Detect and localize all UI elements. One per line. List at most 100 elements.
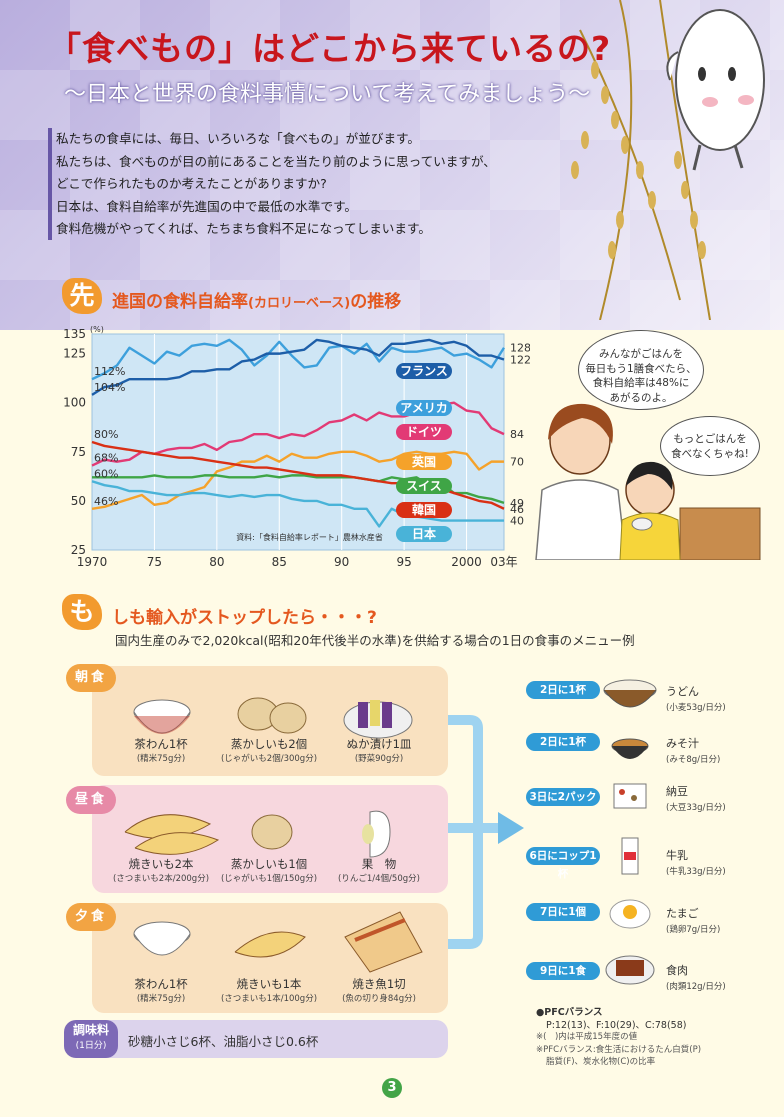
series-start-label: 112% xyxy=(94,365,125,378)
section2-note: 国内生産のみで2,020kcal(昭和20年代後半の水準)を供給する場合の1日の… xyxy=(115,633,635,648)
food-name: 果 物 xyxy=(361,857,397,871)
seasoning-text: 砂糖小さじ6杯、油脂小さじ0.6杯 xyxy=(128,1034,319,1049)
y-tick-label: 50 xyxy=(71,494,86,508)
food-sub-milk: (牛乳33g/日分) xyxy=(666,867,726,877)
food-sub-udon: (小麦53g/日分) xyxy=(666,703,726,713)
food-portion: (精米75g分) xyxy=(136,994,186,1004)
section1-icon: 先 xyxy=(62,278,102,314)
x-tick-label: 2000 xyxy=(451,555,482,569)
food-name: 焼き魚1切 xyxy=(352,977,406,991)
section1-title-end: の推移 xyxy=(350,292,402,312)
series-end-label: 84 xyxy=(510,428,524,441)
series-end-label: 128 xyxy=(510,342,530,355)
potato-icon xyxy=(251,814,293,850)
legend-pill xyxy=(396,454,452,470)
pickles-icon xyxy=(343,700,413,739)
pfc-note: ※PFCバランス:食生活におけるたん白質(P) xyxy=(536,1045,702,1055)
breakfast-food-3: ぬか漬け1皿 (野菜90g分) xyxy=(314,736,444,764)
natto-icon xyxy=(613,783,647,809)
header-background xyxy=(0,0,784,330)
x-tick-label: 1970 xyxy=(77,555,108,569)
potato-icon xyxy=(237,697,307,734)
sweet-potato-icon xyxy=(234,931,306,958)
right-food-icons xyxy=(603,679,657,985)
legend-label: 韓国 xyxy=(412,502,436,517)
food-portion: (じゃがいも1個/150g分) xyxy=(220,874,318,884)
freq-tag-meat: 9日に1食 xyxy=(526,962,600,980)
food-portion: (野菜90g分) xyxy=(354,754,404,764)
x-tick-label: 75 xyxy=(147,555,162,569)
food-portion: (魚の切り身84g分) xyxy=(342,994,416,1004)
food-name: 茶わん1杯 xyxy=(134,977,188,991)
food-name: 焼きいも2本 xyxy=(128,857,194,871)
food-portion: (さつまいも1本/100g分) xyxy=(220,994,318,1004)
page-title: 「食べもの」はどこから来ているの? xyxy=(48,29,612,68)
series-line xyxy=(91,338,505,396)
y-tick-label: 100 xyxy=(63,396,86,410)
meal-tag-dinner: 夕食 xyxy=(66,903,116,931)
meal-tag-breakfast: 朝食 xyxy=(66,664,116,692)
series-start-label: 46% xyxy=(94,495,118,508)
food-name-natto: 納豆 xyxy=(666,785,688,798)
section2-title: しも輸入がストップしたら・・・? xyxy=(112,608,377,628)
series-end-label: 40 xyxy=(510,515,524,528)
series-start-label: 60% xyxy=(94,467,118,480)
food-name: 焼きいも1本 xyxy=(236,977,302,991)
legend-pill xyxy=(396,478,452,494)
apple-icon xyxy=(362,810,391,858)
section1-title-main: 進国の食料自給率 xyxy=(112,292,248,312)
intro-line: 日本は、食料自給率が先進国の中で最低の水準です。 xyxy=(56,198,357,214)
food-portion: (さつまいも2本/200g分) xyxy=(112,874,210,884)
meal-tag-lunch: 昼食 xyxy=(66,786,116,814)
x-tick-label: 95 xyxy=(396,555,411,569)
milk-icon xyxy=(621,837,639,875)
seasoning-tag: 調味料 (1日分) xyxy=(64,1020,118,1058)
legend-pill xyxy=(396,424,452,440)
pfc-values: P:12(13)、F:10(29)、C:78(58) xyxy=(546,1020,687,1031)
series-end-label: 122 xyxy=(510,354,530,367)
rice-bowl-icon xyxy=(133,699,191,734)
chart-source: 資料:「食料自給率レポート」農林水産省 xyxy=(236,532,383,542)
food-illustrations xyxy=(124,697,423,973)
freq-tag-egg: 7日に1個 xyxy=(526,903,600,921)
legend-label: 英国 xyxy=(412,454,436,469)
intro-line: 私たちの食卓には、毎日、いろいろな「食べもの」が並びます。 xyxy=(56,131,420,146)
food-portion: (りんご1/4個/50g分) xyxy=(338,874,420,884)
sweet-potato-icon xyxy=(124,814,220,855)
legend-pill xyxy=(396,400,452,416)
series-start-label: 104% xyxy=(94,381,125,394)
mother-speech-bubble: みんながごはんを 毎日もう1膳食べたら、 食料自給率は48%に あがるのよ。 xyxy=(578,330,704,410)
pfc-note: 脂質(F)、炭水化物(C)の比率 xyxy=(546,1057,656,1067)
section1-title: 進国の食料自給率(カロリーベース)の推移 xyxy=(112,287,401,312)
legend-label: アメリカ xyxy=(400,401,447,415)
page-subtitle: 〜日本と世界の食料事情について考えてみましょう〜 xyxy=(64,82,591,107)
food-sub-meat: (肉類12g/日分) xyxy=(666,982,726,992)
legend-pill xyxy=(396,363,452,379)
dinner-food-1: 茶わん1杯 (精米75g分) xyxy=(96,976,226,1004)
intro-text: 私たちの食卓には、毎日、いろいろな「食べもの」が並びます。 私たちは、食べものが… xyxy=(56,128,526,241)
egg-icon xyxy=(609,899,651,929)
series-line xyxy=(91,450,504,510)
food-name-miso: みそ汁 xyxy=(666,737,699,750)
mother-bubble-line: 食料自給率は48%に xyxy=(592,377,690,389)
x-tick-label: 85 xyxy=(272,555,287,569)
page-number: 3 xyxy=(382,1078,402,1098)
food-name: 蒸かしいも2個 xyxy=(230,737,308,751)
freq-tag-natto: 3日に2パック xyxy=(526,788,600,806)
checker-pattern xyxy=(0,0,784,330)
mother-bubble-line: みんながごはんを xyxy=(599,348,683,360)
food-portion: (精米75g分) xyxy=(136,754,186,764)
pfc-title: ●PFCバランス xyxy=(536,1007,603,1018)
food-sub-miso: (みそ8g/日分) xyxy=(666,755,721,765)
seasoning-tag-label: 調味料 xyxy=(72,1023,109,1037)
series-line xyxy=(91,480,504,528)
intro-line: 食料危機がやってくれば、たちまち食料不足になってしまいます。 xyxy=(56,221,431,236)
self-sufficiency-chart: 25 50 75 100 125 135 (%) 1970 75 80 85 90 95 2000 03年 1… xyxy=(63,325,530,569)
lunch-food-3: 果 物 (りんご1/4個/50g分) xyxy=(314,856,444,884)
freq-tag-miso: 2日に1杯 xyxy=(526,733,600,751)
mother-child-illustration xyxy=(535,403,761,560)
legend-label: 日本 xyxy=(412,526,436,541)
seasoning-box xyxy=(92,1020,448,1058)
food-name-meat: 食肉 xyxy=(666,964,688,977)
food-name-egg: たまご xyxy=(666,907,699,920)
